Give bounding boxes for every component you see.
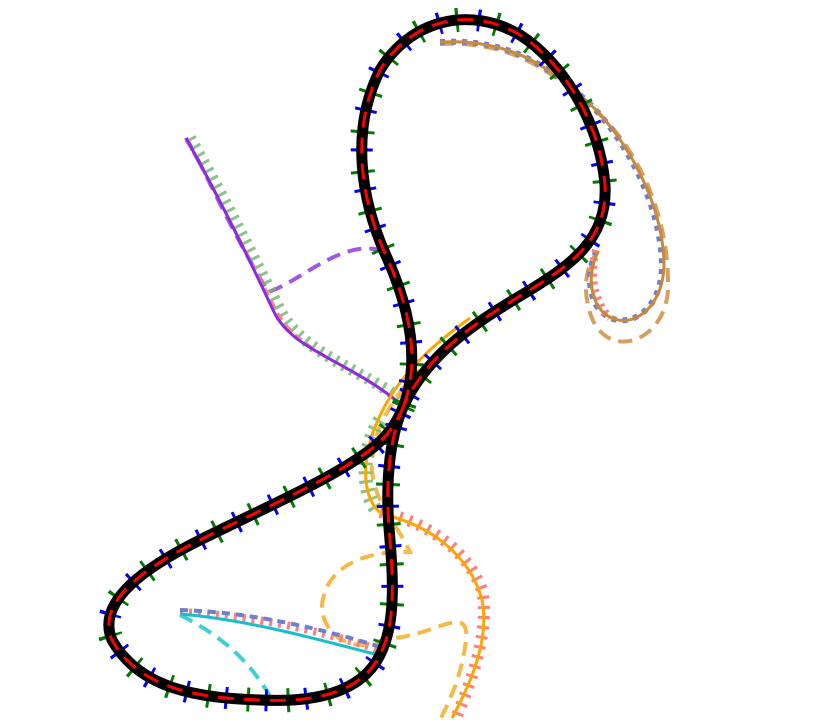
purple-branch <box>184 135 404 404</box>
main-track-green-ticks-lower <box>96 400 416 713</box>
purple-branch-dashed-curve <box>184 136 381 295</box>
brown-loop <box>439 38 671 344</box>
main-track <box>96 7 618 713</box>
main-track-black-upper <box>356 14 611 411</box>
cyan-branch-solid-curve <box>179 612 383 658</box>
orange-branch <box>319 316 490 720</box>
cyan-branch <box>179 608 388 701</box>
cyan-branch-dashed-curve <box>179 613 274 701</box>
main-track-red-dash-lower <box>107 404 406 702</box>
main-track-red-dash-upper <box>360 18 607 406</box>
main-track-blue-ticks-lower <box>97 400 415 712</box>
brown-loop-solid-curve <box>439 40 666 323</box>
orange-branch-dashed-curve <box>319 368 469 720</box>
main-track-black-lower <box>103 399 410 706</box>
orange-branch-solid-curve <box>364 316 486 719</box>
cyan-branch-blue-dash <box>179 608 385 650</box>
purple-branch-solid-curve <box>184 137 399 404</box>
brown-loop-dashed-curve <box>439 41 671 344</box>
